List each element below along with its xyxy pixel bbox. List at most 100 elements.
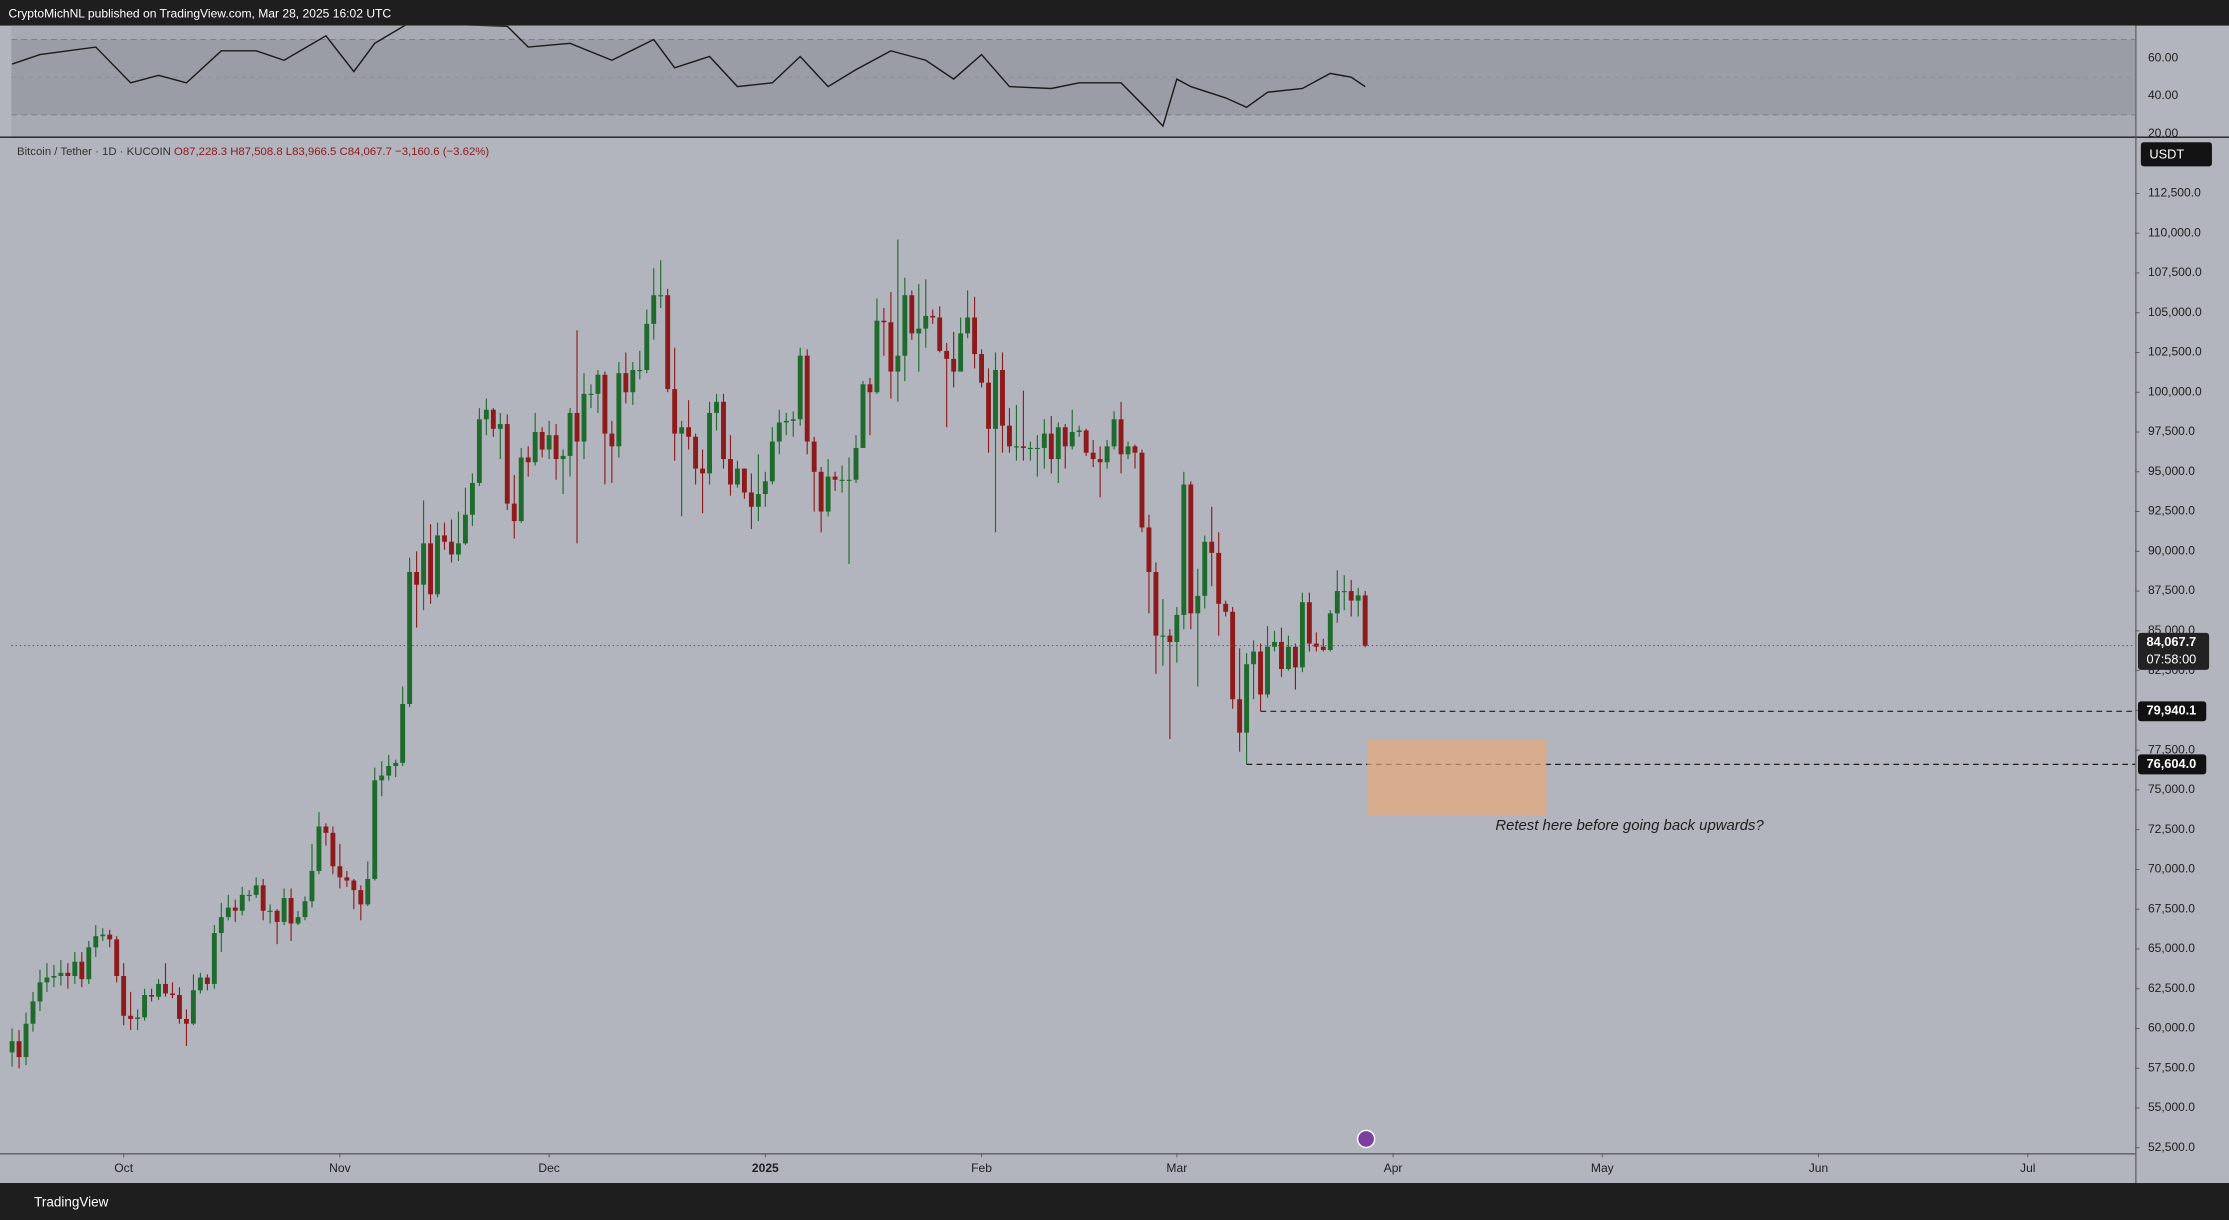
rsi-tick-label: 40.00: [2148, 88, 2179, 102]
candle-body: [1069, 432, 1075, 447]
candle-body: [965, 317, 971, 334]
candle-body: [1279, 641, 1284, 670]
candle-body: [504, 424, 510, 504]
candle-body: [23, 1023, 29, 1058]
candle-body: [721, 401, 726, 460]
candle-body: [65, 972, 71, 976]
candle-body: [1237, 699, 1243, 733]
candle-body: [560, 455, 566, 460]
candle-body: [330, 832, 336, 867]
y-tick-label: 100,000.0: [2148, 384, 2202, 398]
candle-body: [1146, 527, 1152, 572]
candle-body: [1181, 484, 1187, 615]
candle-body: [316, 826, 322, 872]
candle-body: [993, 369, 998, 429]
legend-close: C84,067.7: [340, 146, 392, 158]
candle-body: [539, 432, 545, 450]
candle-body: [1202, 541, 1208, 596]
candle-body: [100, 934, 106, 937]
level-tag: [2138, 754, 2207, 775]
candle-body: [581, 393, 587, 442]
candle-body: [958, 333, 964, 372]
candle-body: [595, 374, 601, 394]
candle-body: [769, 441, 775, 482]
candle-body: [735, 468, 740, 485]
candle-body: [867, 384, 873, 393]
footer-brand: TradingView: [34, 1194, 109, 1209]
candle-body: [379, 775, 385, 781]
candle-body: [511, 503, 517, 522]
candle-body: [804, 355, 810, 442]
candle-body: [797, 355, 803, 420]
candle-body: [1355, 595, 1361, 601]
x-tick-label: Nov: [329, 1161, 350, 1175]
legend-open: O87,228.3: [174, 146, 227, 158]
candle-body: [1125, 446, 1131, 455]
candle-body: [1320, 646, 1326, 650]
candle-body: [44, 977, 50, 983]
retest-zone: [1367, 739, 1547, 815]
candle-body: [1118, 419, 1124, 455]
candle-body: [1258, 651, 1263, 695]
candle-body: [574, 412, 580, 442]
candle-body: [128, 1015, 134, 1019]
candle-body: [351, 880, 357, 891]
candle-body: [197, 977, 203, 991]
currency-badge: [2140, 142, 2212, 167]
candle-body: [811, 441, 817, 472]
candle-body: [623, 373, 629, 393]
candle-body: [518, 457, 524, 522]
candle-body: [602, 374, 608, 434]
candle-body: [246, 894, 252, 897]
candle-body: [163, 983, 168, 994]
candle-body: [86, 947, 92, 980]
annotation: Retest here before going back upwards?: [1495, 817, 1764, 834]
y-tick-label: 107,500.0: [2148, 265, 2202, 279]
legend-high: H87,508.8: [230, 146, 282, 158]
candle-body: [1223, 603, 1229, 612]
candle-body: [951, 358, 957, 372]
candle-body: [853, 447, 859, 480]
candle-body: [1327, 613, 1333, 650]
y-tick-label: 60,000.0: [2148, 1021, 2195, 1035]
ohlc-legend: Bitcoin / Tether · 1D · KUCOIN O87,228.3…: [17, 146, 489, 158]
y-tick-label: 75,000.0: [2148, 782, 2195, 796]
candle-body: [281, 898, 287, 922]
candle-body: [1055, 427, 1061, 460]
candle-body: [923, 315, 929, 329]
candle-body: [421, 543, 427, 585]
y-tick-label: 62,500.0: [2148, 981, 2195, 995]
candle-body: [818, 471, 824, 512]
candle-body: [93, 936, 99, 948]
candle-body: [825, 476, 831, 512]
candle-body: [135, 1017, 141, 1019]
y-tick-label: 97,500.0: [2148, 424, 2195, 438]
level-tag: [2138, 701, 2207, 722]
candle-body: [1090, 452, 1096, 460]
legend-symbol: Bitcoin / Tether · 1D · KUCOIN: [17, 146, 171, 158]
candle-body: [776, 422, 782, 442]
candle-body: [1348, 591, 1354, 601]
candle-body: [177, 995, 182, 1019]
candle-body: [888, 322, 894, 372]
y-tick-label: 77,500.0: [2148, 742, 2195, 756]
y-tick-label: 90,000.0: [2148, 543, 2195, 557]
candle-body: [916, 328, 922, 334]
y-tick-label: 55,000.0: [2148, 1100, 2195, 1114]
candle-body: [567, 412, 573, 456]
candle-body: [79, 961, 85, 980]
candle-body: [114, 939, 120, 976]
candle-body: [1230, 611, 1236, 700]
header-bar: [0, 0, 2229, 26]
x-tick-label: Apr: [1384, 1161, 1403, 1175]
candle-body: [309, 871, 315, 902]
candle-body: [616, 373, 622, 447]
candle-body: [1139, 452, 1145, 528]
candle-body: [1265, 646, 1270, 695]
candle-body: [588, 393, 594, 395]
candle-body: [358, 890, 364, 905]
candle-body: [386, 766, 392, 776]
candle-body: [456, 543, 461, 555]
